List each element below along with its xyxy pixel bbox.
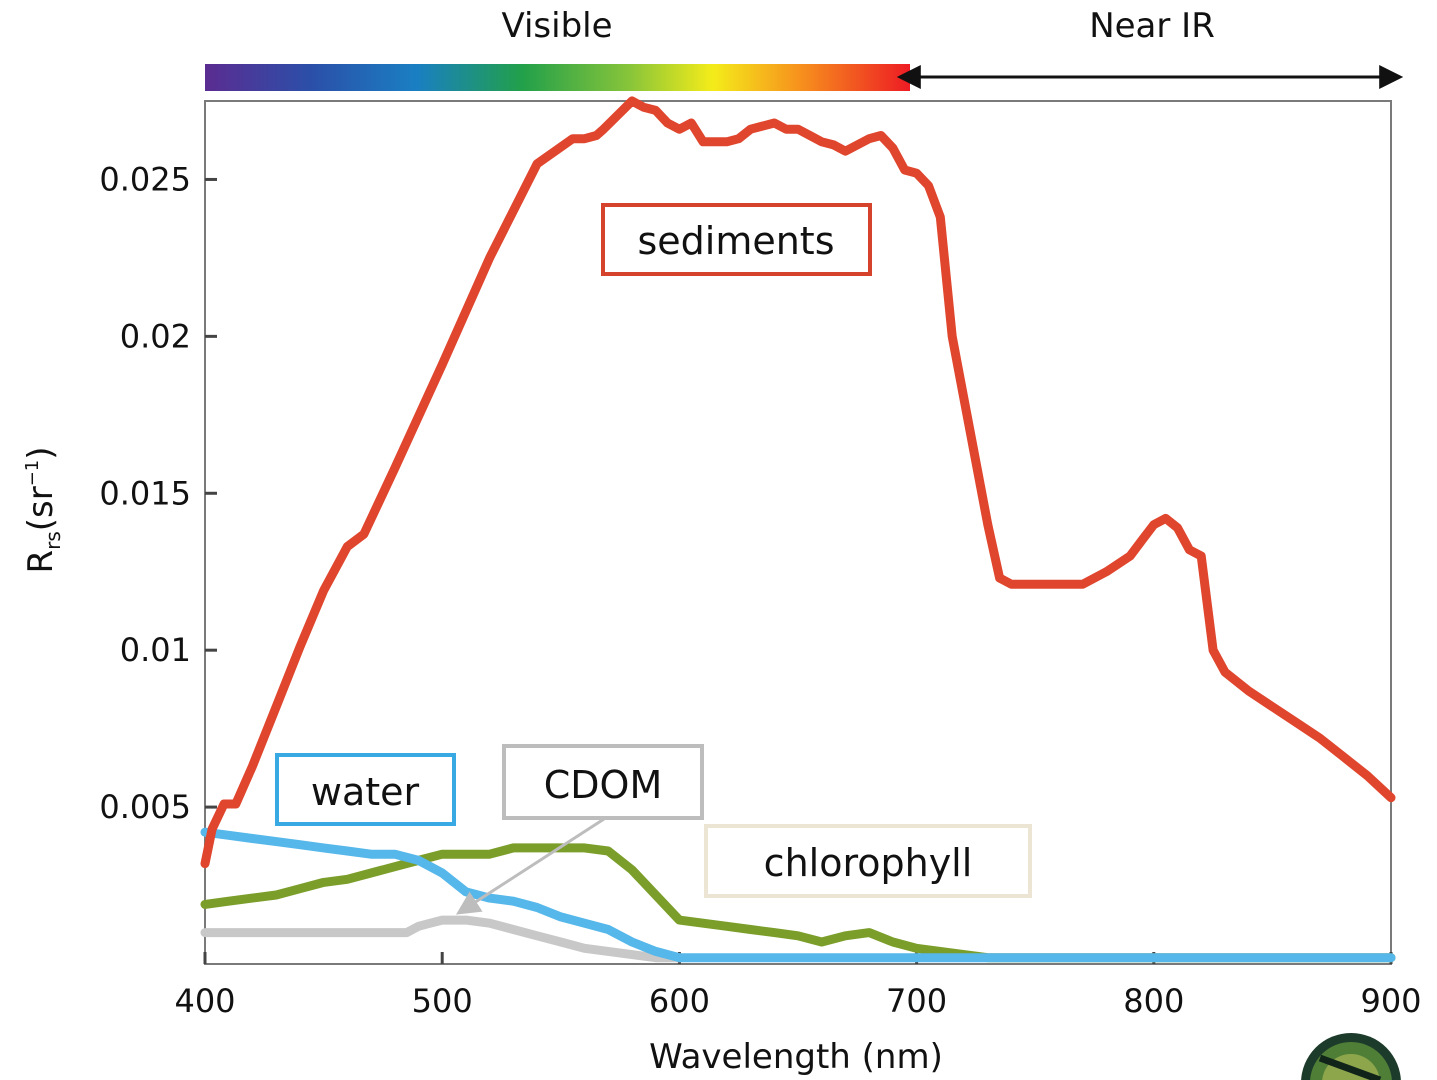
y-tick-label: 0.025 <box>99 160 191 198</box>
series-line-water <box>200 827 1396 963</box>
y-tick-label: 0.02 <box>120 317 191 355</box>
x-tick-label: 500 <box>412 982 473 1020</box>
x-axis-label: Wavelength (nm) <box>649 1037 943 1077</box>
sediments-label: sediments <box>637 219 834 263</box>
visible-band-label: Visible <box>501 6 612 46</box>
water-label-box: water <box>275 753 456 826</box>
series-line-cdom <box>200 915 684 963</box>
x-tick-label: 900 <box>1360 982 1421 1020</box>
annotation-layer: sediments water CDOM chlorophyll <box>275 203 1032 915</box>
y-tick-label: 0.01 <box>120 631 191 669</box>
water-label: water <box>311 770 420 814</box>
x-tick-label: 700 <box>886 982 947 1020</box>
cdom-label-box: CDOM <box>455 744 704 915</box>
plot-frame <box>204 100 1392 965</box>
chlorophyll-label: chlorophyll <box>764 841 973 885</box>
series-line-chlorophyll <box>200 843 1396 963</box>
x-axis-ticks: 400 500 600 700 800 900 <box>174 952 1422 1020</box>
chlorophyll-label-box: chlorophyll <box>704 824 1032 898</box>
near-ir-label: Near IR <box>1089 6 1215 46</box>
cdom-label: CDOM <box>544 763 663 807</box>
sediments-label-box: sediments <box>601 203 872 276</box>
y-tick-label: 0.015 <box>99 474 191 512</box>
y-axis-ticks: 0.005 0.01 0.015 0.02 0.025 <box>99 160 217 826</box>
logo-icon <box>1301 1033 1401 1080</box>
x-tick-label: 400 <box>174 982 235 1020</box>
x-tick-label: 600 <box>649 982 710 1020</box>
cdom-arrow <box>455 817 605 915</box>
x-tick-label: 800 <box>1123 982 1184 1020</box>
y-axis-label: Rrs(sr−1) <box>21 446 65 573</box>
series-layer <box>200 96 1396 963</box>
series-line-sediments <box>200 96 1396 869</box>
spectrum-bar <box>205 64 910 91</box>
y-tick-label: 0.005 <box>99 788 191 826</box>
